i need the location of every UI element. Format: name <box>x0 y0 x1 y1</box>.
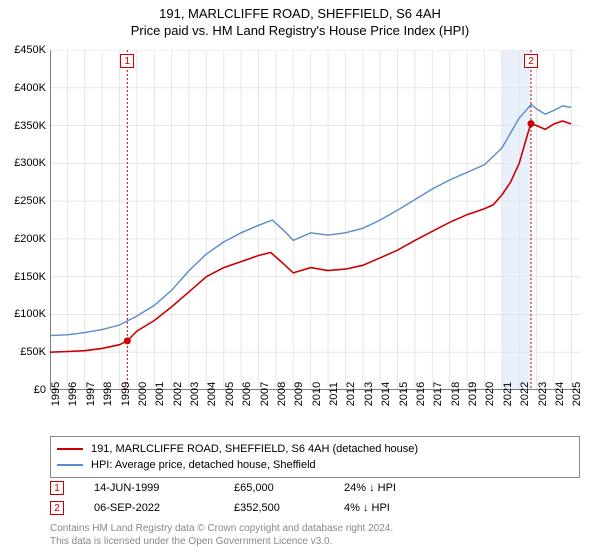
x-axis-label: 2017 <box>432 382 444 406</box>
x-axis-label: 2014 <box>380 382 392 406</box>
legend-label: HPI: Average price, detached house, Shef… <box>91 459 316 471</box>
y-axis-label: £300K <box>14 157 46 169</box>
x-axis-label: 2001 <box>154 382 166 406</box>
y-axis-label: £100K <box>14 308 46 320</box>
y-axis-label: £250K <box>14 195 46 207</box>
x-axis-label: 2009 <box>293 382 305 406</box>
x-axis-label: 2000 <box>137 382 149 406</box>
marker-number-box: 1 <box>50 481 64 495</box>
y-axis-label: £350K <box>14 120 46 132</box>
footer-line1: Contains HM Land Registry data © Crown c… <box>50 522 580 535</box>
x-axis-label: 2016 <box>415 382 427 406</box>
legend-item: 191, MARLCLIFFE ROAD, SHEFFIELD, S6 4AH … <box>57 441 573 457</box>
y-axis-label: £400K <box>14 82 46 94</box>
x-axis-label: 1997 <box>85 382 97 406</box>
x-axis-label: 2012 <box>345 382 357 406</box>
chart-marker-box: 2 <box>524 54 538 68</box>
x-axis-label: 1996 <box>67 382 79 406</box>
marker-number-box: 2 <box>50 501 64 515</box>
title-block: 191, MARLCLIFFE ROAD, SHEFFIELD, S6 4AH … <box>0 0 600 38</box>
marker-diff: 24% ↓ HPI <box>344 482 464 494</box>
x-axis-label: 2005 <box>224 382 236 406</box>
x-axis-label: 1999 <box>120 382 132 406</box>
x-axis-label: 2013 <box>363 382 375 406</box>
x-axis-label: 2004 <box>206 382 218 406</box>
y-axis-label: £200K <box>14 233 46 245</box>
title-subtitle: Price paid vs. HM Land Registry's House … <box>0 23 600 38</box>
marker-row: 2 06-SEP-2022 £352,500 4% ↓ HPI <box>50 498 580 518</box>
marker-price: £352,500 <box>234 502 344 514</box>
x-axis-label: 1995 <box>50 382 62 406</box>
x-axis-label: 2015 <box>398 382 410 406</box>
legend-label: 191, MARLCLIFFE ROAD, SHEFFIELD, S6 4AH … <box>91 443 418 455</box>
x-axis-label: 2025 <box>571 382 583 406</box>
line-chart <box>50 50 580 390</box>
marker-date: 14-JUN-1999 <box>94 482 234 494</box>
chart-container: 191, MARLCLIFFE ROAD, SHEFFIELD, S6 4AH … <box>0 0 600 560</box>
chart-area: £0£50K£100K£150K£200K£250K£300K£350K£400… <box>50 50 580 390</box>
x-axis-label: 2024 <box>554 382 566 406</box>
legend-item: HPI: Average price, detached house, Shef… <box>57 457 573 473</box>
x-axis-label: 2023 <box>537 382 549 406</box>
x-axis-label: 2006 <box>241 382 253 406</box>
footer: Contains HM Land Registry data © Crown c… <box>50 522 580 548</box>
x-axis-label: 2002 <box>172 382 184 406</box>
x-axis-label: 2018 <box>450 382 462 406</box>
x-axis-label: 2020 <box>484 382 496 406</box>
markers-table: 1 14-JUN-1999 £65,000 24% ↓ HPI 2 06-SEP… <box>50 478 580 518</box>
marker-date: 06-SEP-2022 <box>94 502 234 514</box>
x-axis-label: 2007 <box>259 382 271 406</box>
marker-diff: 4% ↓ HPI <box>344 502 464 514</box>
chart-marker-box: 1 <box>120 54 134 68</box>
y-axis-label: £150K <box>14 271 46 283</box>
x-axis-label: 2008 <box>276 382 288 406</box>
y-axis-label: £0 <box>34 384 46 396</box>
marker-row: 1 14-JUN-1999 £65,000 24% ↓ HPI <box>50 478 580 498</box>
x-axis-label: 2003 <box>189 382 201 406</box>
marker-price: £65,000 <box>234 482 344 494</box>
x-axis-label: 2010 <box>311 382 323 406</box>
legend-swatch <box>57 448 83 450</box>
x-axis-label: 2022 <box>519 382 531 406</box>
title-address: 191, MARLCLIFFE ROAD, SHEFFIELD, S6 4AH <box>0 6 600 21</box>
legend-swatch <box>57 464 83 466</box>
x-axis-label: 1998 <box>102 382 114 406</box>
x-axis-label: 2021 <box>502 382 514 406</box>
footer-line2: This data is licensed under the Open Gov… <box>50 535 580 548</box>
legend: 191, MARLCLIFFE ROAD, SHEFFIELD, S6 4AH … <box>50 436 580 478</box>
x-axis-label: 2019 <box>467 382 479 406</box>
x-axis-label: 2011 <box>328 382 340 406</box>
y-axis-label: £450K <box>14 44 46 56</box>
y-axis-label: £50K <box>20 346 46 358</box>
